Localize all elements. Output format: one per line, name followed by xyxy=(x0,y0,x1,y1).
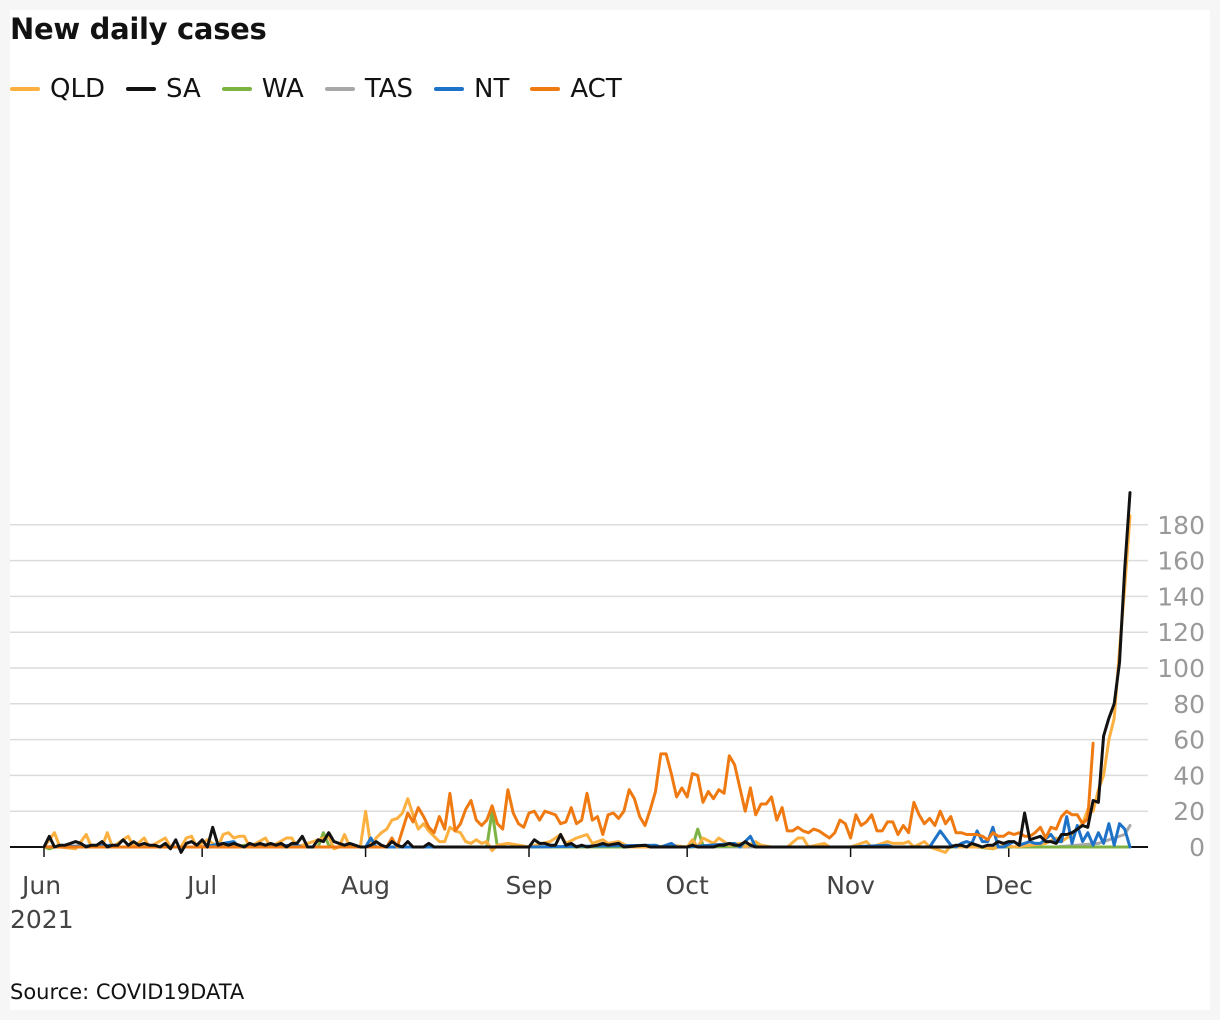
x-tick-label: Oct xyxy=(666,871,709,900)
series-line-sa xyxy=(42,491,1132,854)
y-tick-label: 60 xyxy=(1173,726,1205,755)
legend-item-tas: TAS xyxy=(324,74,413,104)
y-tick-label: 180 xyxy=(1157,511,1205,540)
legend-swatch-nt xyxy=(434,87,464,91)
x-tick-label: Aug xyxy=(341,871,390,900)
y-tick-label: 160 xyxy=(1157,547,1205,576)
legend-swatch-tas xyxy=(324,87,355,91)
x-tick-label: Sep xyxy=(505,871,552,900)
y-tick-label: 0 xyxy=(1189,833,1205,862)
series-line-act xyxy=(42,741,1095,849)
series-line-nt xyxy=(42,815,1132,849)
x-tick-label: Nov xyxy=(826,871,875,900)
legend: QLD SA WA TAS NT ACT xyxy=(10,74,643,104)
legend-label-nt: NT xyxy=(474,74,510,104)
legend-item-wa: WA xyxy=(221,74,304,104)
legend-swatch-qld xyxy=(10,87,40,91)
legend-item-qld: QLD xyxy=(10,74,105,104)
x-year-label: 2021 xyxy=(10,905,74,934)
source-note: Source: COVID19DATA xyxy=(10,980,245,1004)
legend-item-sa: SA xyxy=(125,74,201,104)
legend-item-nt: NT xyxy=(434,74,509,104)
legend-label-wa: WA xyxy=(261,74,304,104)
series-line-qld xyxy=(42,514,1132,854)
legend-swatch-sa xyxy=(125,87,156,91)
y-tick-label: 20 xyxy=(1173,797,1205,826)
y-tick-label: 140 xyxy=(1157,582,1205,611)
legend-label-tas: TAS xyxy=(364,74,413,104)
legend-swatch-act xyxy=(530,87,561,91)
legend-label-qld: QLD xyxy=(50,74,105,104)
y-tick-label: 120 xyxy=(1157,618,1205,647)
x-tick-label: Dec xyxy=(985,871,1033,900)
x-tick-label: Jul xyxy=(185,871,217,900)
y-tick-label: 40 xyxy=(1173,761,1205,790)
x-tick-label: Jun xyxy=(20,871,61,900)
y-tick-label: 100 xyxy=(1157,654,1205,683)
chart-title: New daily cases xyxy=(10,12,267,46)
legend-swatch-wa xyxy=(221,87,252,91)
legend-item-act: ACT xyxy=(530,74,622,104)
y-tick-label: 80 xyxy=(1173,690,1205,719)
legend-label-act: ACT xyxy=(570,74,622,104)
legend-label-sa: SA xyxy=(165,74,201,104)
